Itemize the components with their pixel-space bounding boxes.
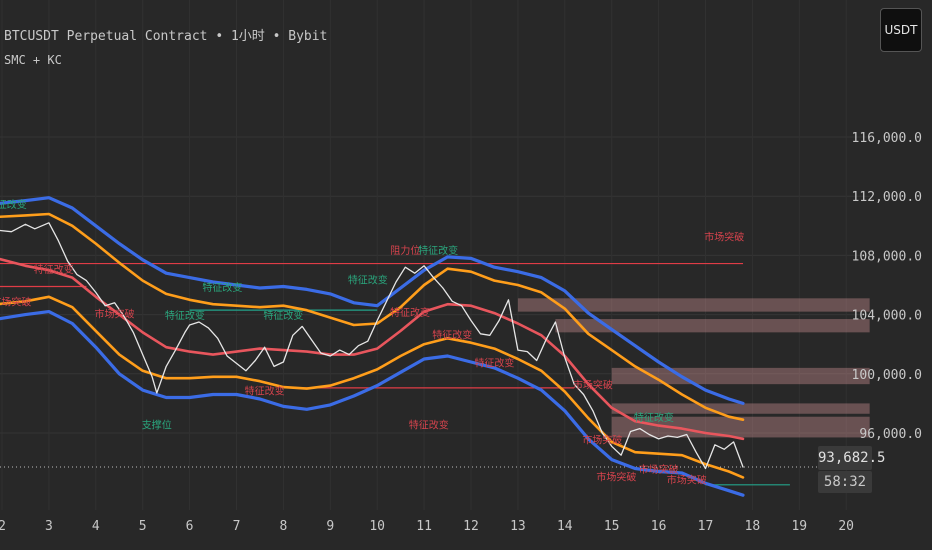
- time-tick-label: 18: [745, 519, 761, 534]
- price-tick-label: 96,000.0: [859, 427, 922, 442]
- structure-labels: 特征改变市场突破特征改变市场突破支撑位特征改变特征改变特征改变特征改变特征改变阻…: [0, 198, 744, 486]
- indicator-series: [0, 196, 745, 497]
- supply-zone: [555, 319, 870, 333]
- structure-label: 市场突破: [573, 379, 613, 392]
- structure-label: 特征改变: [390, 306, 430, 319]
- series-keltner-mid: [0, 212, 745, 421]
- bar-countdown: 58:32: [818, 471, 872, 493]
- price-tick-label: 104,000.0: [852, 309, 922, 324]
- time-tick-label: 11: [416, 519, 432, 534]
- price-tick-label: 100,000.0: [852, 368, 922, 383]
- time-tick-label: 5: [139, 519, 147, 534]
- last-price-tag: 93,682.5: [818, 446, 885, 470]
- time-tick-label: 4: [92, 519, 100, 534]
- structure-label: 特征改变: [474, 356, 514, 369]
- time-tick-label: 15: [604, 519, 620, 534]
- time-tick-label: 8: [279, 519, 287, 534]
- structure-label: 特征改变: [202, 281, 242, 294]
- time-tick-label: 10: [369, 519, 385, 534]
- price-axis: 96,000.0 100,000.0 104,000.0 108,000.0 112,0…: [852, 131, 922, 442]
- supply-zone: [611, 403, 870, 414]
- time-tick-label: 16: [651, 519, 667, 534]
- structure-label: 特征改变: [432, 328, 472, 341]
- structure-label: 特征改变: [348, 274, 388, 287]
- structure-label: 市场突破: [596, 470, 636, 483]
- structure-label: 特征改变: [34, 263, 74, 276]
- supply-zone: [517, 298, 870, 312]
- supply-zone: [611, 416, 870, 438]
- structure-label: 特征改变: [418, 244, 458, 257]
- structure-label: 特征改变: [263, 309, 303, 322]
- time-axis: 2 3 4 5 6 7 8 9 10 11 12 13 14 15 16 17 18 19 20: [0, 519, 854, 534]
- time-tick-label: 6: [186, 519, 194, 534]
- time-tick-label: 13: [510, 519, 526, 534]
- structure-label: 特征改变: [634, 411, 674, 424]
- time-tick-label: 2: [0, 519, 6, 534]
- structure-label: 市场突破: [667, 473, 707, 486]
- structure-label: 市场突破: [95, 308, 135, 321]
- structure-label: 市场突破: [704, 231, 744, 244]
- structure-label: 市场突破: [0, 296, 31, 309]
- time-tick-label: 9: [326, 519, 334, 534]
- symbol-title: BTCUSDT Perpetual Contract • 1小时 • Bybit: [4, 29, 328, 44]
- time-tick-label: 3: [45, 519, 53, 534]
- structure-label: 特征改变: [165, 309, 205, 322]
- time-tick-label: 20: [838, 519, 854, 534]
- structure-label: 阻力位: [390, 244, 420, 257]
- structure-label: 市场突破: [582, 433, 622, 446]
- series-keltner-lower-mid: [0, 295, 745, 479]
- series-keltner-lower: [0, 310, 745, 497]
- indicator-name[interactable]: SMC + KC: [4, 53, 62, 67]
- structure-label: 特征改变: [245, 385, 285, 398]
- price-tick-label: 108,000.0: [852, 249, 922, 264]
- time-tick-label: 12: [463, 519, 479, 534]
- price-tick-label: 112,000.0: [852, 190, 922, 205]
- price-tick-label: 116,000.0: [852, 131, 922, 146]
- structure-label: 特征改变: [409, 419, 449, 432]
- structure-label: 特征改变: [0, 198, 27, 211]
- currency-button[interactable]: USDT: [880, 8, 922, 52]
- structure-label: 支撑位: [142, 419, 172, 432]
- time-tick-label: 19: [791, 519, 807, 534]
- series-keltner-upper: [0, 196, 745, 405]
- time-tick-label: 14: [557, 519, 573, 534]
- structure-label: 市场突破: [639, 463, 679, 476]
- time-tick-label: 17: [698, 519, 714, 534]
- series-price-close: [0, 222, 744, 470]
- time-tick-label: 7: [233, 519, 241, 534]
- grid-lines: [0, 136, 870, 434]
